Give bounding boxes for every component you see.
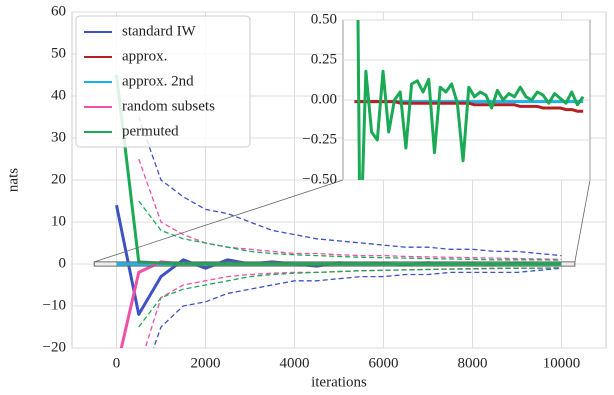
y-tick-label: 0 <box>59 255 67 271</box>
band-line <box>138 200 562 261</box>
y-tick-label: 20 <box>51 171 66 187</box>
y-tick-label: 0.25 <box>311 51 337 67</box>
series-line <box>115 74 562 266</box>
plot-lines <box>354 20 585 180</box>
zoom-box <box>93 261 576 267</box>
y-tick-label: 60 <box>51 3 66 19</box>
y-axis-label: nats <box>5 168 21 192</box>
legend-label: approx. 2nd <box>122 73 194 89</box>
legend-label: approx. <box>122 48 167 64</box>
x-tick-label: 4000 <box>280 355 310 371</box>
y-tick-label: −0.25 <box>302 131 337 147</box>
x-tick-label: 6000 <box>369 355 399 371</box>
x-tick-label: 0 <box>113 355 121 371</box>
y-tick-label: 40 <box>51 87 66 103</box>
x-tick-label: 10000 <box>543 355 581 371</box>
band-line <box>138 267 562 328</box>
legend-label: standard IW <box>122 23 197 39</box>
y-tick-label: 30 <box>51 129 66 145</box>
zoom-connector <box>574 179 591 262</box>
y-tick-label: 0.00 <box>311 91 337 107</box>
y-tick-label: 0.50 <box>311 11 337 27</box>
y-tick-label: 50 <box>51 45 66 61</box>
y-tick-label: −10 <box>43 297 66 313</box>
x-tick-label: 2000 <box>191 355 221 371</box>
legend-label: permuted <box>122 123 179 139</box>
y-tick-label: 10 <box>51 213 66 229</box>
zoom-connector <box>94 179 344 263</box>
band-line <box>138 158 562 261</box>
x-axis-label: iterations <box>311 374 367 390</box>
legend-label: random subsets <box>122 98 215 114</box>
legend-box <box>75 15 251 148</box>
series-line <box>356 20 585 180</box>
band-line <box>138 116 562 257</box>
x-tick-label: 8000 <box>458 355 488 371</box>
plot-lines <box>115 74 562 348</box>
y-tick-label: −20 <box>43 339 66 355</box>
y-tick-label: −0.50 <box>302 171 337 187</box>
band-line <box>152 267 562 348</box>
